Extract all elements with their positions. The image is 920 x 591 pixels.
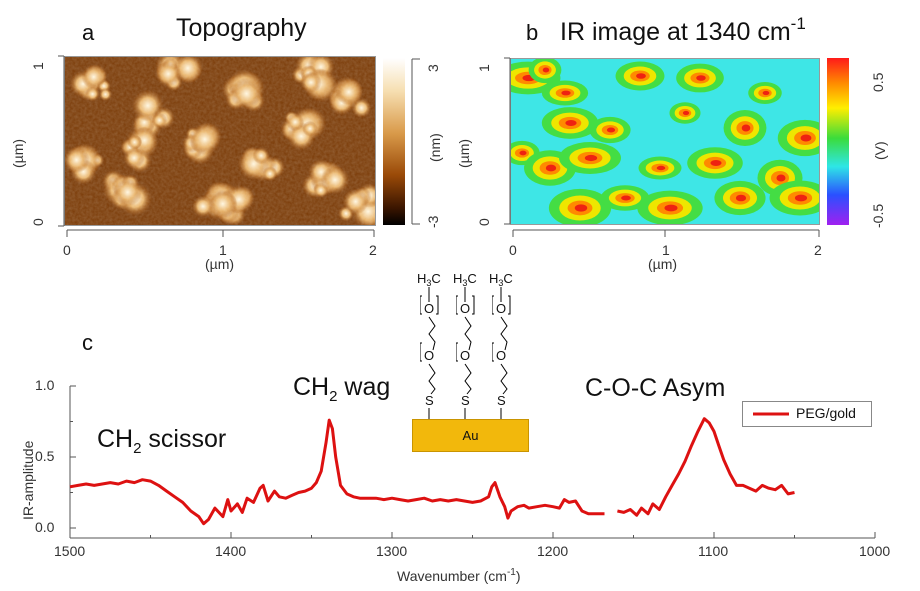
panel-a-y-axis [58,55,65,227]
methyl-group: H3C [417,271,441,288]
panel-a-xtick-0: 0 [63,242,71,258]
ir-spot-core [741,124,751,132]
ir-spot-core [656,165,666,171]
ir-spot-core [800,134,812,142]
ir-spot-core [519,150,527,156]
chart-ytick-label: 0.0 [35,519,55,535]
series-line-0 [69,418,605,526]
panel-b-cbar-tick-min: -0.5 [870,203,886,228]
topography-image [63,50,385,229]
oxygen-atom: O [424,301,435,316]
annotation-coc-asym: C-O-C Asym [585,374,726,402]
gold-substrate: Au [412,419,529,452]
panel-a-cbar-label: (nm) [427,133,443,162]
chart-xtick-label: 1100 [698,543,729,559]
panel-a-ylabel: (µm) [10,138,26,168]
ir-spot-core [561,90,571,96]
legend-label: PEG/gold [796,405,856,421]
ir-spot-core [794,194,808,202]
panel-b-title: IR image at 1340 cm-1 [560,14,806,46]
ir-colorbar [827,58,849,225]
panel-b-xtick-2: 2 [814,242,822,258]
panel-b-xlabel: (µm) [648,256,678,272]
peg-chain: H3C O O S [489,270,526,420]
panel-b-cbar-label: (V) [872,141,888,160]
panel-b-x-axis [512,229,820,237]
chart-xtick-label: 1300 [376,543,408,559]
panel-a-ytick-0: 0 [30,218,46,226]
annotation-ch2-wag: CH2 wag [293,373,391,405]
panel-b-ytick-0: 0 [476,218,492,226]
ir-spot-core [621,195,631,201]
oxygen-atom: O [496,301,507,316]
chart-legend: PEG/gold [742,401,872,427]
panel-a-xtick-1: 1 [219,242,227,258]
panel-b-xtick-0: 0 [509,242,517,258]
panel-b-letter: b [526,20,539,45]
panel-a-xlabel: (µm) [205,256,235,272]
ir-spot-core [545,164,557,172]
ir-spot-core [664,204,678,212]
ir-spot-core [584,154,598,162]
panel-a-letter: a [82,20,95,45]
ir-spot-core [762,90,770,96]
oxygen-atom: O [460,301,471,316]
chart-xtick-label: 1200 [537,543,569,559]
oxygen-atom: O [496,348,507,363]
chart-ytick-label: 1.0 [35,377,55,393]
chart-xtick-label: 1400 [215,543,247,559]
panel-c-letter: c [82,330,93,355]
topography-colorbar [383,58,405,225]
spectrum-chart [69,385,876,539]
ir-spot-core [565,119,577,127]
panel-a-xtick-2: 2 [369,242,377,258]
chain-bonds [492,287,511,420]
ir-spot-core [636,73,646,79]
oxygen-atom: O [460,348,471,363]
ir-map [495,56,833,228]
peg-molecule-diagram: H3C O O S H3C O O S H3C O O S Au [400,270,540,455]
chart-xtick-label: 1500 [54,543,86,559]
sulfur-atom: S [497,393,506,408]
series-line-1 [617,417,795,517]
chart-xtick-label: 1000 [859,543,891,559]
legend-swatch [753,412,789,416]
chain-bonds [456,287,475,420]
sulfur-atom: S [425,393,434,408]
panel-b-cbar-tick-max: 0.5 [870,72,886,92]
chart-ylabel: IR-amplitude [20,440,36,520]
ir-image [495,56,833,228]
chart-xlabel: Wavenumber (cm-1) [397,567,521,584]
panel-a-title: Topography [176,14,307,42]
peg-chain: H3C O O S [453,270,490,420]
chart-ytick-label: 0.5 [35,448,55,464]
ir-spot-core [574,204,588,212]
ir-spot-core [682,110,690,116]
sulfur-atom: S [461,393,470,408]
methyl-group: H3C [453,271,477,288]
ir-spot-core [606,127,616,133]
ir-spot-core [710,159,722,167]
panel-b-y-axis [504,57,511,225]
chain-bonds [420,287,439,420]
panel-b-ylabel: (µm) [456,138,472,168]
panel-b-ytick-1: 1 [476,64,492,72]
ir-spot-core [542,67,550,73]
ir-spot-core [696,75,706,81]
panel-a-colorbar-axis [411,58,420,225]
methyl-group: H3C [489,271,513,288]
panel-a-cbar-tick-max: 3 [425,64,441,72]
panel-a-ytick-1: 1 [30,62,46,70]
panel-b-xtick-1: 1 [662,242,670,258]
ir-spot-core [735,194,747,202]
ir-spot-core [776,174,786,182]
panel-a-cbar-tick-min: -3 [425,215,441,228]
topography-map [63,50,385,229]
annotation-ch2-scissor: CH2 scissor [97,425,227,457]
panel-a-x-axis [66,229,375,237]
oxygen-atom: O [424,348,435,363]
peg-chain: H3C O O S [417,270,454,420]
